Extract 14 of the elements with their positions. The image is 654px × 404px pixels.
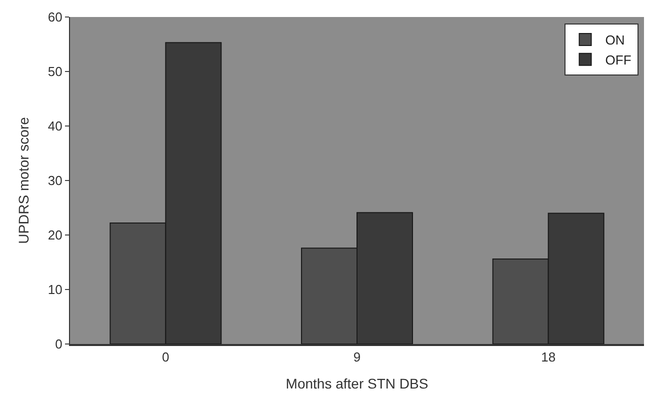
x-tick-label: 9 <box>353 350 361 365</box>
x-tick-label: 0 <box>162 350 170 365</box>
y-tick-label: 20 <box>48 228 62 243</box>
y-tick-label: 10 <box>48 282 62 298</box>
y-tick-label: 30 <box>48 173 62 188</box>
x-axis-title: Months after STN DBS <box>286 375 428 392</box>
y-tick-label: 0 <box>55 336 62 352</box>
legend-label: OFF <box>605 52 632 68</box>
legend-label: ON <box>605 32 625 48</box>
y-tick-label: 50 <box>48 64 62 80</box>
x-tick-label: 18 <box>541 350 556 365</box>
y-tick-label: 40 <box>48 118 62 134</box>
y-tick-label: 60 <box>48 10 62 25</box>
y-axis-title: UPDRS motor score <box>16 116 32 244</box>
